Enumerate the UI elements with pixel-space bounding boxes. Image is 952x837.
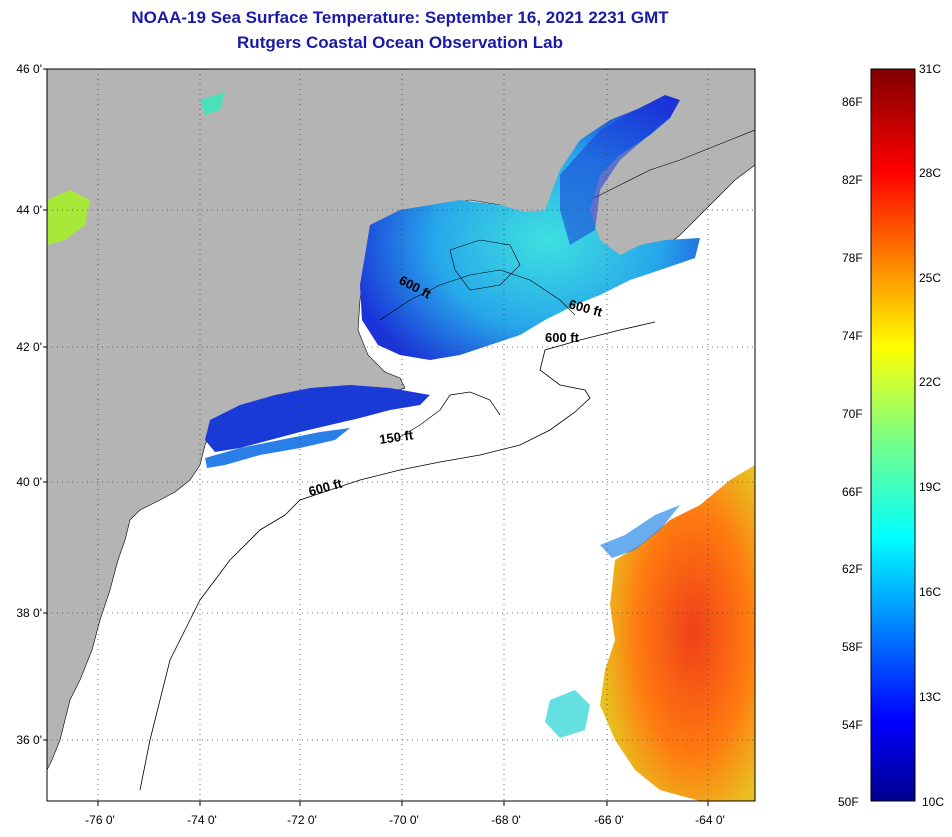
colorbar-f-label: 78F: [842, 251, 863, 265]
lon-label: -72 0': [287, 813, 317, 827]
colorbar-f-label: 66F: [842, 485, 863, 499]
lat-label: 44 0': [16, 203, 42, 217]
sst-warm-eddy: [545, 690, 590, 738]
contour-150ft: [394, 391, 501, 441]
colorbar-f-label: 58F: [842, 640, 863, 654]
colorbar-c-label: 28C: [919, 166, 941, 180]
sst-gulf-stream-edge: [600, 505, 680, 558]
contour-label: 150 ft: [378, 427, 414, 447]
sst-gulf-stream: [600, 465, 755, 801]
sst-nantucket-shoals: [205, 385, 430, 452]
map-panel: [47, 69, 755, 801]
page-subtitle: Rutgers Coastal Ocean Observation Lab: [237, 33, 563, 52]
page-title: NOAA-19 Sea Surface Temperature: Septemb…: [131, 8, 669, 27]
colorbar-f-label: 74F: [842, 329, 863, 343]
colorbar-bottom-f-label: 50F: [838, 795, 859, 809]
sst-lake-green: [47, 190, 90, 245]
lat-label: 42 0': [16, 340, 42, 354]
colorbar-f-label: 86F: [842, 95, 863, 109]
sst-shelf-streak: [205, 428, 350, 468]
lon-label: -68 0': [491, 813, 521, 827]
lon-label: -70 0': [389, 813, 419, 827]
latitude-labels: 46 0' 44 0' 42 0' 40 0' 38 0' 36 0': [16, 62, 42, 747]
lon-label: -64 0': [695, 813, 725, 827]
lon-label: -66 0': [594, 813, 624, 827]
colorbar-c-label: 22C: [919, 375, 941, 389]
colorbar-top-label: 31C: [919, 62, 941, 76]
colorbar-f-label: 70F: [842, 407, 863, 421]
colorbar: 31C 86F 28C 82F 78F 25C 74F 22C 70F 19C …: [838, 62, 944, 809]
sst-lake-small: [200, 92, 225, 115]
colorbar-f-label: 62F: [842, 562, 863, 576]
colorbar-gradient: [870, 68, 916, 802]
lat-label: 40 0': [16, 475, 42, 489]
lat-label: 38 0': [16, 606, 42, 620]
contour-600ft: [139, 321, 656, 791]
colorbar-f-label: 54F: [842, 718, 863, 732]
map-gridlines: [47, 69, 755, 801]
lon-label: -76 0': [85, 813, 115, 827]
map-ticks: [43, 68, 709, 806]
colorbar-f-label: 82F: [842, 173, 863, 187]
sst-cold-band: [560, 98, 668, 245]
lat-label: 36 0': [16, 733, 42, 747]
contour-label: 600 ft: [545, 330, 580, 345]
map-border: [46, 68, 756, 802]
colorbar-c-label: 19C: [919, 480, 941, 494]
longitude-labels: -76 0' -74 0' -72 0' -70 0' -68 0' -66 0…: [85, 813, 725, 827]
colorbar-c-label: 16C: [919, 585, 941, 599]
sst-gulf-of-maine: [360, 95, 700, 360]
colorbar-c-label: 25C: [919, 271, 941, 285]
colorbar-labels: 31C 86F 28C 82F 78F 25C 74F 22C 70F 19C …: [838, 62, 944, 809]
colorbar-bottom-c-label: 10C: [922, 795, 944, 809]
contour-gom: [379, 239, 576, 321]
lat-label: 46 0': [16, 62, 42, 76]
lon-label: -74 0': [187, 813, 217, 827]
colorbar-c-label: 13C: [919, 690, 941, 704]
